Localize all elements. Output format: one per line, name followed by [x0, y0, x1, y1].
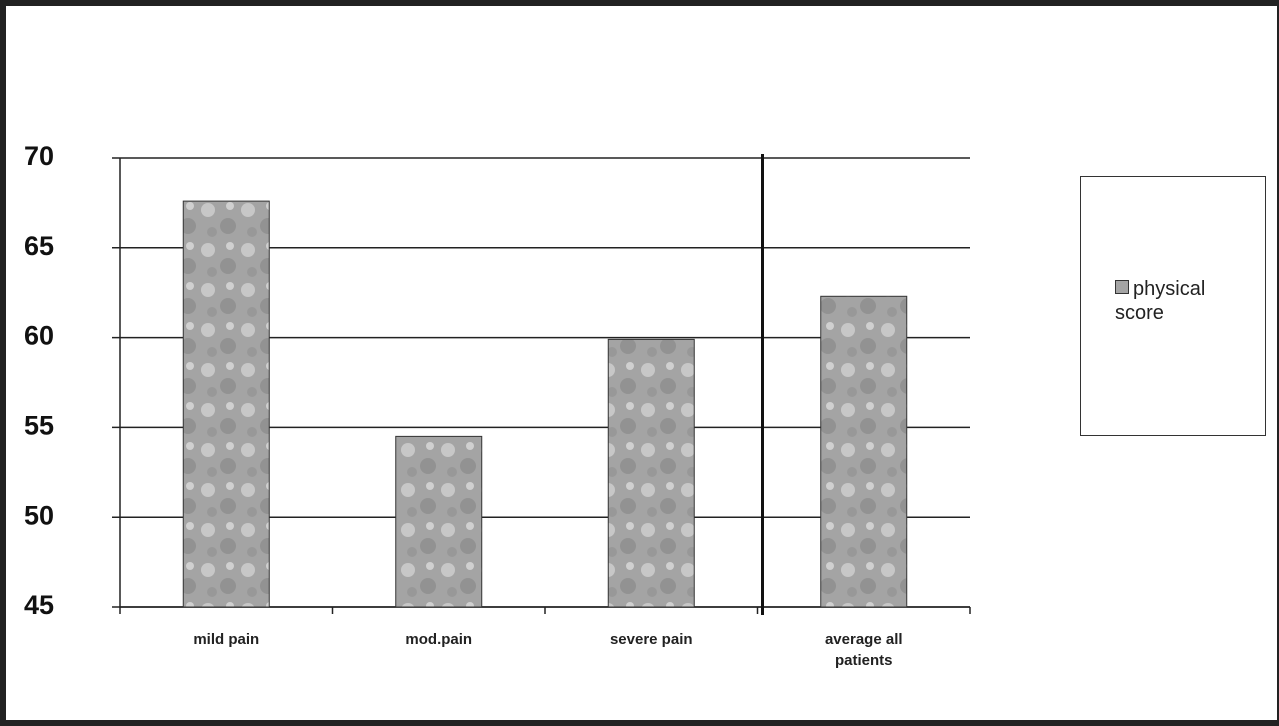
x-tick-label: severe pain: [609, 631, 693, 648]
bar: [820, 295, 908, 608]
legend-swatch: [1115, 280, 1129, 294]
y-tick-label: 70: [24, 141, 54, 171]
legend: physical score: [1080, 176, 1266, 436]
y-tick-label: 65: [24, 231, 54, 261]
bar: [395, 435, 483, 608]
y-tick-label: 60: [24, 321, 54, 351]
y-tick-label: 55: [24, 411, 54, 441]
x-tick-label: mild pain: [193, 631, 260, 648]
y-tick-label: 50: [24, 500, 54, 530]
y-tick-label: 45: [24, 590, 54, 620]
x-tick-label: mod.pain: [405, 631, 473, 648]
legend-entry: physical score: [1115, 277, 1245, 325]
x-tick-label: average all patients: [824, 631, 903, 669]
legend-label: physical score: [1115, 278, 1206, 324]
bar: [607, 338, 695, 608]
bar: [182, 200, 270, 608]
